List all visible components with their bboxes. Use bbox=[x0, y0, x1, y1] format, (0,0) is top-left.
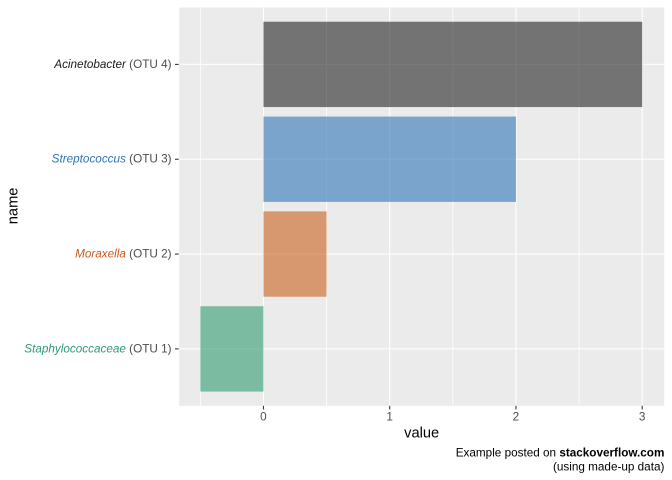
svg-text:Streptococcus (OTU 3): Streptococcus (OTU 3) bbox=[52, 153, 172, 166]
svg-text:Moraxella (OTU 2): Moraxella (OTU 2) bbox=[75, 248, 171, 261]
svg-text:3: 3 bbox=[639, 411, 646, 424]
svg-text:1: 1 bbox=[386, 411, 393, 424]
svg-text:Staphylococcaceae (OTU 1): Staphylococcaceae (OTU 1) bbox=[24, 342, 171, 355]
svg-text:name: name bbox=[6, 188, 22, 225]
svg-text:(using made-up data): (using made-up data) bbox=[553, 460, 664, 473]
svg-text:2: 2 bbox=[513, 411, 520, 424]
svg-text:Acinetobacter (OTU 4): Acinetobacter (OTU 4) bbox=[53, 58, 171, 71]
svg-text:0: 0 bbox=[260, 411, 267, 424]
svg-text:value: value bbox=[404, 426, 439, 442]
svg-text:Example posted on stackoverflo: Example posted on stackoverflow.com bbox=[456, 446, 665, 459]
